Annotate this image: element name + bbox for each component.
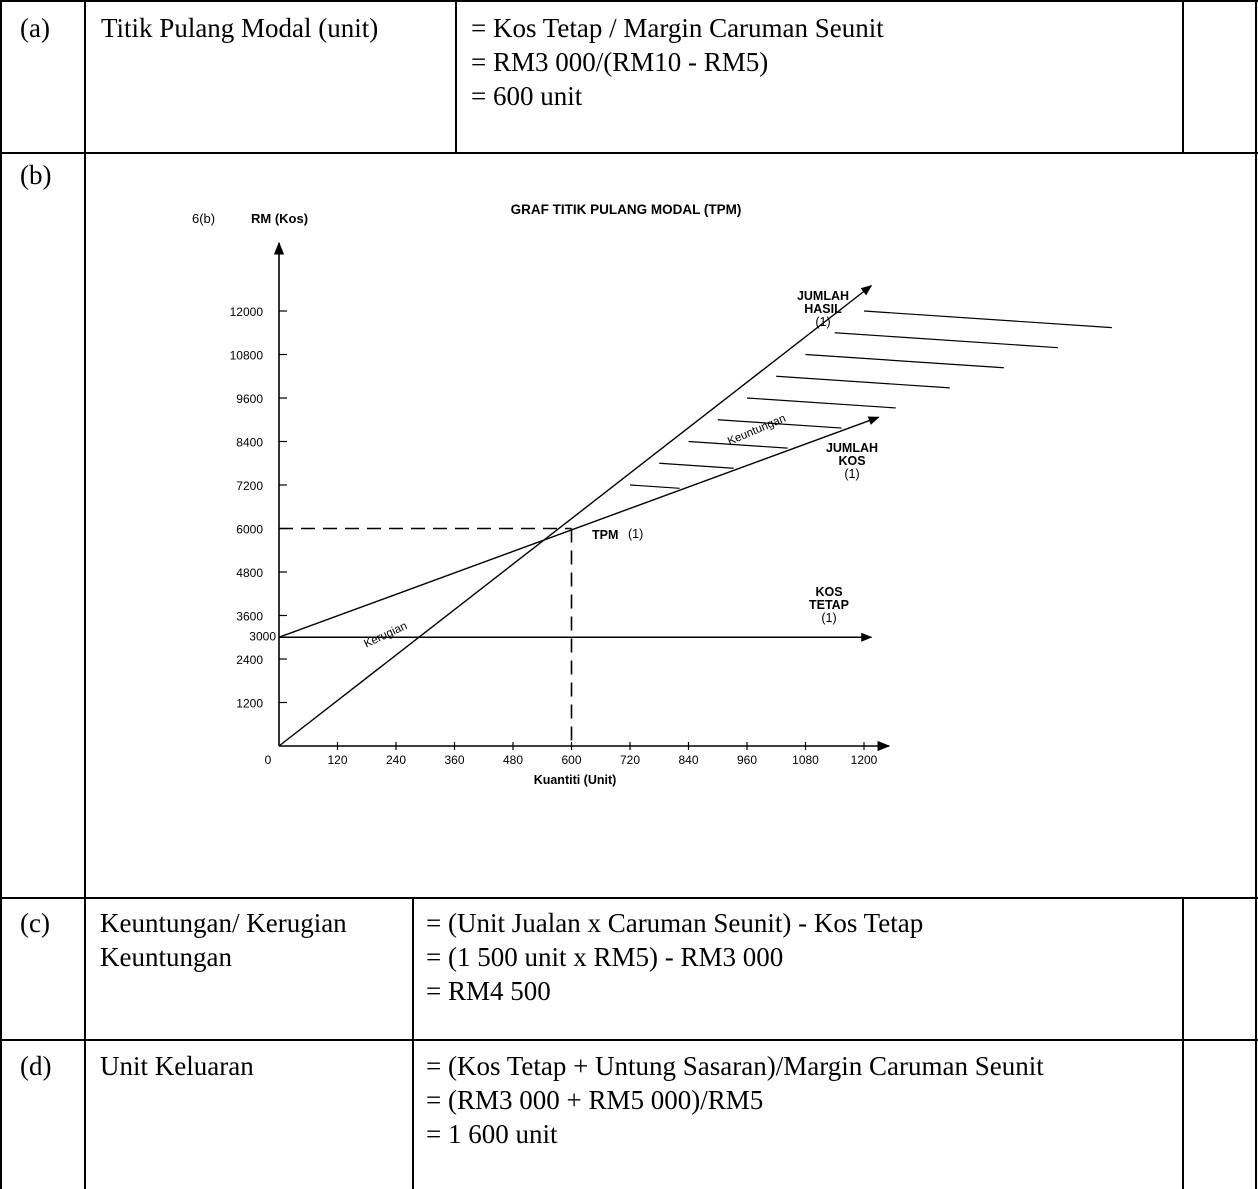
row-c-item: Keuntungan/ Kerugian Keuntungan [100,906,347,974]
y-tick-label: 8400 [236,436,263,450]
row-d-item: Unit Keluaran [100,1051,254,1081]
row-d-working-line: = (RM3 000 + RM5 000)/RM5 [426,1085,764,1115]
y-tick-label: 4800 [236,566,263,580]
series-label: (1) [815,315,830,329]
x-tick-label: 600 [561,753,581,767]
series-line [278,416,880,638]
row-d-working: = (Kos Tetap + Untung Sasaran)/Margin Ca… [426,1049,1044,1151]
x-tick-label: 1200 [851,753,878,767]
series-label: KOS [838,454,865,468]
row-a-working-line: = RM3 000/(RM10 - RM5) [471,47,769,77]
x-tick-label: 360 [444,753,464,767]
x-tick-label: 720 [620,753,640,767]
y-tick-label: 2400 [236,653,263,667]
profit-hatch-line [834,332,1058,349]
profit-hatch-line [805,353,1004,369]
row-c-item-line: Keuntungan [100,942,232,972]
series-label: (1) [844,467,859,481]
profit-hatch-line [629,484,680,489]
table-left-border [0,0,2,1189]
profit-hatch-line [863,310,1112,329]
x-tick-label: 960 [737,753,757,767]
row-divider-cd [0,1039,1258,1041]
table-right-border [1255,0,1257,1189]
row-a-working: = Kos Tetap / Margin Caruman Seunit = RM… [471,11,884,113]
table-top-border [0,0,1258,2]
series-label: KOS [815,585,842,599]
row-c-working-line: = (Unit Jualan x Caruman Seunit) - Kos T… [426,908,924,938]
x-tick-label: 840 [678,753,698,767]
row-a-working-line: = Kos Tetap / Margin Caruman Seunit [471,13,884,43]
profit-hatch-line [688,440,788,449]
y-tick-label: 12000 [230,305,264,319]
profit-annotation: Keuntungan [726,413,788,448]
label-column-border [84,0,86,1189]
question-label: 6(b) [192,211,215,226]
series-label: (1) [821,611,836,625]
x-tick-label: 0 [265,753,272,767]
row-c-working-line: = (1 500 unit x RM5) - RM3 000 [426,942,784,972]
y-tick-label: 1200 [236,697,263,711]
y-tick-label: 10800 [230,349,264,363]
breakeven-mark: (1) [628,527,643,541]
row-a-mark-border [1182,0,1184,153]
x-tick-label: 120 [327,753,347,767]
row-a-working-line: = 600 unit [471,81,583,111]
profit-hatch-line [717,419,842,429]
row-cd-item-border [412,898,414,1189]
row-divider-ab [0,152,1258,154]
series-label: JUMLAH [797,289,849,303]
row-c-label: (c) [20,908,50,938]
row-d-label: (d) [20,1051,52,1081]
y-tick-label: 3000 [249,629,276,643]
y-tick-label: 6000 [236,523,263,537]
series-label: HASIL [804,302,842,316]
chart-title: GRAF TITIK PULANG MODAL (TPM) [511,202,742,217]
profit-hatch-line [746,397,896,409]
y-tick-label: 3600 [236,610,263,624]
row-cd-mark-border [1182,898,1184,1189]
x-tick-label: 240 [386,753,406,767]
series-label: TETAP [809,598,849,612]
profit-hatch-line [776,375,950,389]
row-a-label: (a) [20,13,50,43]
y-axis-label: RM (Kos) [251,211,308,226]
x-axis-label: Kuantiti (Unit) [534,773,617,787]
x-tick-label: 1080 [792,753,819,767]
row-divider-bc [0,897,1258,899]
profit-hatch-line [659,462,734,469]
loss-annotation: Kerugian [362,620,409,650]
row-c-working: = (Unit Jualan x Caruman Seunit) - Kos T… [426,906,923,1008]
series-label: JUMLAH [826,441,878,455]
y-tick-label: 7200 [236,479,263,493]
row-c-item-line: Keuntungan/ Kerugian [100,908,347,938]
row-d-working-line: = 1 600 unit [426,1119,558,1149]
row-c-working-line: = RM4 500 [426,976,551,1006]
breakeven-label: TPM [592,528,618,542]
x-tick-label: 480 [503,753,523,767]
row-b-label: (b) [20,160,52,190]
row-a-item-border [455,0,457,153]
row-a-item: Titik Pulang Modal (unit) [101,13,379,43]
y-tick-label: 9600 [236,392,263,406]
row-d-working-line: = (Kos Tetap + Untung Sasaran)/Margin Ca… [426,1051,1044,1081]
series-line [278,284,873,747]
